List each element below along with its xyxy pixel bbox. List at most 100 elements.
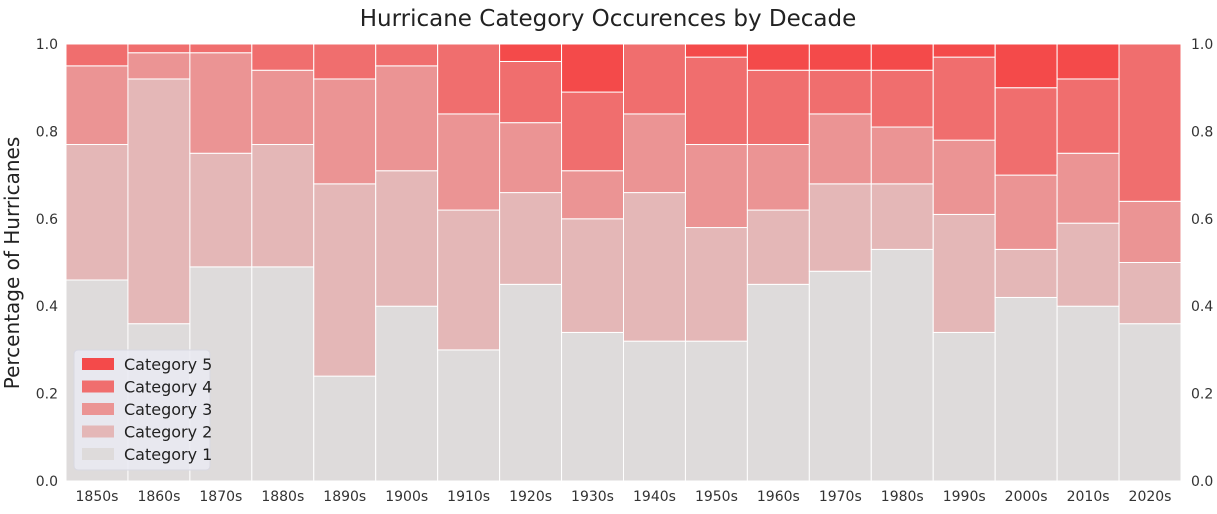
bar-2010s-category-2 xyxy=(1056,222,1120,307)
bar-2010s-category-1 xyxy=(1056,305,1120,482)
bar-1980s-category-3 xyxy=(870,126,934,185)
bar-2000s-category-4 xyxy=(994,87,1058,176)
y-tick-label-left: 0.4 xyxy=(36,299,58,315)
bar-1870s-category-4 xyxy=(189,43,253,54)
bar-1890s-category-3 xyxy=(313,78,377,185)
bar-1930s-category-5 xyxy=(561,43,624,93)
x-tick-label: 1850s xyxy=(76,489,119,505)
bar-1930s-category-4 xyxy=(561,91,624,172)
bar-2010s-category-4 xyxy=(1056,78,1120,154)
y-tick-label-right: 1.0 xyxy=(1191,37,1213,53)
y-tick-label-left: 0.0 xyxy=(36,474,58,490)
bar-2020s-category-4 xyxy=(1118,43,1182,202)
bar-1900s-category-1 xyxy=(375,305,439,482)
bar-1950s-category-5 xyxy=(684,43,748,58)
bar-1960s-category-1 xyxy=(746,283,810,482)
bar-1910s-category-3 xyxy=(437,113,501,211)
bar-1940s-category-2 xyxy=(623,192,686,342)
bar-1960s-category-3 xyxy=(746,144,810,211)
bar-1980s-category-1 xyxy=(870,248,934,482)
x-tick-label: 1910s xyxy=(447,489,490,505)
bar-1970s-category-1 xyxy=(808,270,872,482)
bar-1920s-category-4 xyxy=(499,60,563,124)
bar-1990s-category-2 xyxy=(932,213,996,333)
x-tick-label: 2020s xyxy=(1129,489,1172,505)
bar-1890s-category-4 xyxy=(313,43,377,80)
y-tick-label-right: 0.4 xyxy=(1191,299,1213,315)
bar-1910s-category-4 xyxy=(437,43,501,115)
bar-1920s-category-5 xyxy=(499,43,563,62)
x-tick-label: 1870s xyxy=(199,489,242,505)
x-tick-label: 1890s xyxy=(323,489,366,505)
bar-1930s-category-3 xyxy=(561,170,624,220)
bar-1870s-category-3 xyxy=(189,52,253,154)
bar-1850s-category-4 xyxy=(65,43,129,67)
bar-1870s-category-2 xyxy=(189,152,253,268)
bar-1970s-category-3 xyxy=(808,113,872,185)
bar-1880s-category-1 xyxy=(251,266,315,482)
legend-label-category-3: Category 3 xyxy=(124,400,212,419)
x-tick-label: 1960s xyxy=(757,489,800,505)
bar-1990s-category-5 xyxy=(932,43,996,58)
bar-1850s-category-3 xyxy=(65,65,129,146)
x-tick-label: 1880s xyxy=(261,489,304,505)
legend-label-category-5: Category 5 xyxy=(124,355,212,374)
x-tick-label: 2010s xyxy=(1067,489,1110,505)
bar-1860s-category-4 xyxy=(127,43,191,54)
bar-1970s-category-2 xyxy=(808,183,872,272)
bar-1880s-category-4 xyxy=(251,43,315,71)
bar-1910s-category-1 xyxy=(437,349,501,482)
bar-1890s-category-1 xyxy=(313,375,377,482)
bar-1960s-category-4 xyxy=(746,69,810,146)
x-tick-label: 1990s xyxy=(943,489,986,505)
bar-1880s-category-2 xyxy=(251,144,315,268)
bar-1850s-category-2 xyxy=(65,144,129,281)
bar-1960s-category-5 xyxy=(746,43,810,71)
x-tick-label: 1860s xyxy=(137,489,180,505)
bar-1970s-category-4 xyxy=(808,69,872,115)
legend-swatch-category-1 xyxy=(82,448,114,460)
legend-label-category-1: Category 1 xyxy=(124,445,212,464)
bar-2020s-category-3 xyxy=(1118,200,1182,264)
bar-1920s-category-2 xyxy=(499,192,563,285)
bar-1910s-category-2 xyxy=(437,209,501,351)
bar-1890s-category-2 xyxy=(313,183,377,377)
bar-1950s-category-4 xyxy=(684,56,748,146)
x-tick-label: 2000s xyxy=(1005,489,1048,505)
bar-1930s-category-1 xyxy=(561,331,624,482)
bar-2020s-category-1 xyxy=(1118,323,1182,482)
bar-1990s-category-1 xyxy=(932,331,996,482)
bar-2000s-category-3 xyxy=(994,174,1058,250)
x-tick-label: 1980s xyxy=(881,489,924,505)
legend-swatch-category-2 xyxy=(82,425,114,438)
bar-1920s-category-3 xyxy=(499,122,563,194)
x-tick-label: 1940s xyxy=(633,489,676,505)
legend-box xyxy=(73,349,211,471)
bars-layer xyxy=(65,43,1182,482)
bar-1940s-category-3 xyxy=(623,113,686,194)
bar-1960s-category-2 xyxy=(746,209,810,285)
bar-1980s-category-5 xyxy=(870,43,934,71)
y-tick-label-right: 0.0 xyxy=(1191,474,1213,490)
bar-2010s-category-5 xyxy=(1056,43,1120,80)
bar-2000s-category-5 xyxy=(994,43,1058,89)
x-tick-label: 1900s xyxy=(385,489,428,505)
x-tick-label: 1920s xyxy=(509,489,552,505)
bar-1950s-category-3 xyxy=(684,144,748,229)
bar-1900s-category-4 xyxy=(375,43,439,67)
bar-1900s-category-3 xyxy=(375,65,439,172)
bar-2010s-category-3 xyxy=(1056,152,1120,224)
legend-swatch-category-3 xyxy=(82,403,114,415)
legend-swatch-category-4 xyxy=(82,380,114,393)
bar-1940s-category-1 xyxy=(623,340,686,482)
y-tick-label-right: 0.6 xyxy=(1191,212,1213,228)
ticks-layer: 1850s 1860s 1870s 1880s 1890s 1900s 1910s 1920s… xyxy=(36,37,1214,505)
bar-2000s-category-1 xyxy=(994,296,1058,482)
x-tick-label: 1950s xyxy=(695,489,738,505)
x-tick-label: 1930s xyxy=(571,489,614,505)
bar-1860s-category-2 xyxy=(127,78,191,325)
bar-2020s-category-2 xyxy=(1118,262,1182,325)
bar-1880s-category-3 xyxy=(251,69,315,146)
